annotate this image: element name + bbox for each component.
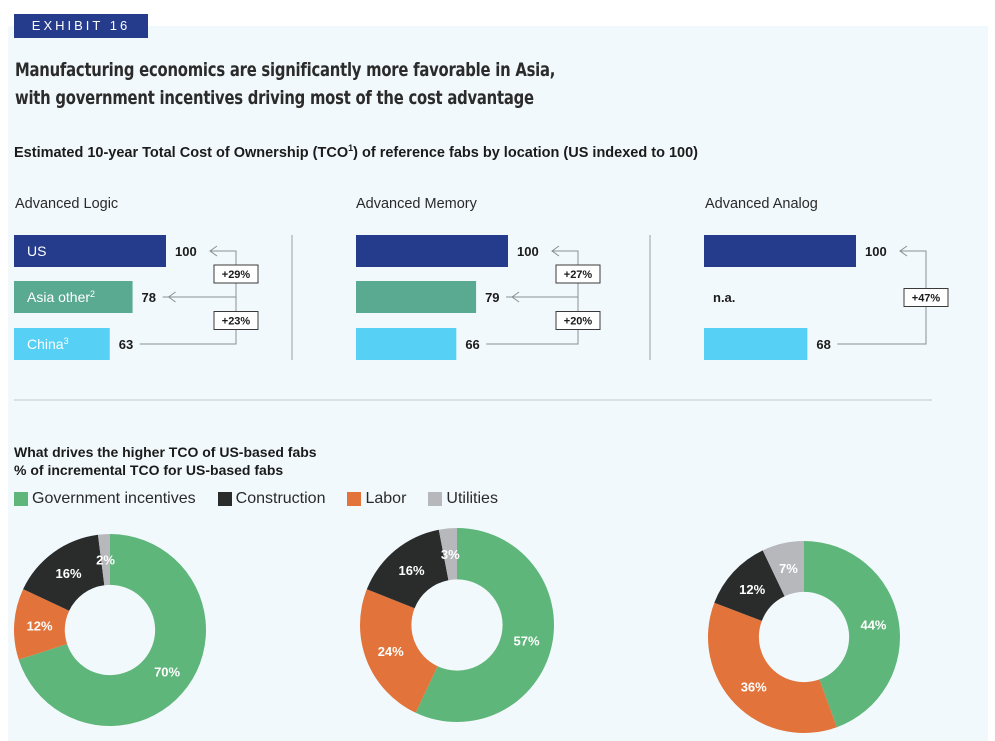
chart-subtitle: Estimated 10-year Total Cost of Ownershi… xyxy=(14,143,698,161)
tco-bar-charts: US 100 Asia other2 78 China3 63 +29% +23% 100 79 6… xyxy=(14,235,949,401)
diff-label-logic-1: +29% xyxy=(222,269,251,281)
legend-swatch-government xyxy=(14,492,28,506)
group-title-memory: Advanced Memory xyxy=(356,196,477,212)
diff-box-logic-1 xyxy=(213,264,259,284)
diff-label-memory-1: +27% xyxy=(564,269,593,281)
value-label-logic-us: 100 xyxy=(175,244,197,259)
bracket-arrow-logic-1 xyxy=(209,245,218,257)
bracket-arrow-memory-1 xyxy=(551,245,560,257)
bracket-arrow-analog-1 xyxy=(899,245,908,257)
legend-item-construction: Construction xyxy=(217,490,326,508)
bar-label-china: China3 xyxy=(27,336,69,352)
diff-box-memory-1 xyxy=(555,264,601,284)
bar-memory-china xyxy=(356,328,457,360)
diff-label-logic-2: +23% xyxy=(222,316,251,328)
diff-label-analog-1: +47% xyxy=(912,293,941,305)
value-label-analog-asia-other: n.a. xyxy=(713,290,735,305)
legend-item-labor: Labor xyxy=(347,490,406,508)
bar-memory-asia-other xyxy=(356,281,477,313)
bar-memory-us xyxy=(356,235,508,267)
subtitle-text: Estimated 10-year Total Cost of Ownershi… xyxy=(14,144,349,161)
subtitle-footnote: 1 xyxy=(348,143,354,153)
bar-label-footnote-china: 3 xyxy=(64,336,69,346)
value-label-memory-asia-other: 79 xyxy=(485,290,499,305)
diff-box-logic-2 xyxy=(213,311,259,330)
value-label-memory-us: 100 xyxy=(517,244,539,259)
donut-legend: Government incentives Construction Labor… xyxy=(14,490,498,508)
legend-label-labor: Labor xyxy=(365,490,407,507)
bracket-arrow-memory-2 xyxy=(511,291,520,303)
value-label-analog-us: 100 xyxy=(865,244,887,259)
headline-line-2: with government incentives driving most … xyxy=(15,87,534,109)
legend-item-government: Government incentives xyxy=(14,490,196,508)
legend-swatch-utilities xyxy=(428,492,443,506)
legend-label-construction: Construction xyxy=(235,490,326,507)
bar-label-footnote-asia-other: 2 xyxy=(90,289,95,299)
bar-logic-asia-other xyxy=(14,281,133,313)
value-label-logic-asia-other: 78 xyxy=(142,290,156,305)
group-title-analog: Advanced Analog xyxy=(705,196,818,212)
headline-line-1: Manufacturing economics are significantl… xyxy=(15,59,556,81)
legend-swatch-construction xyxy=(217,492,232,506)
diff-label-memory-2: +20% xyxy=(564,316,593,328)
bar-analog-us xyxy=(704,235,856,267)
bar-logic-china xyxy=(14,328,110,360)
bar-label-us: US xyxy=(27,243,46,259)
diff-box-memory-2 xyxy=(555,311,601,330)
subtitle-suffix: ) of reference fabs by location (US inde… xyxy=(353,144,698,161)
group-title-logic: Advanced Logic xyxy=(15,196,119,212)
section2-subheading: % of incremental TCO for US-based fabs xyxy=(14,462,284,478)
bar-logic-us xyxy=(14,235,166,267)
legend-label-government: Government incentives xyxy=(32,490,196,507)
diff-box-analog-1 xyxy=(903,288,949,307)
value-label-memory-china: 66 xyxy=(465,337,479,352)
section2-heading: What drives the higher TCO of US-based f… xyxy=(14,444,317,460)
headline: Manufacturing economics are significantl… xyxy=(15,56,561,112)
bracket-arrow-logic-2 xyxy=(167,291,176,303)
bar-label-asia-other: Asia other2 xyxy=(27,289,95,305)
section2-title: What drives the higher TCO of US-based f… xyxy=(14,443,317,479)
legend-label-utilities: Utilities xyxy=(446,490,498,507)
exhibit-label: EXHIBIT 16 xyxy=(14,14,148,38)
value-label-logic-china: 63 xyxy=(119,337,133,352)
value-label-analog-china: 68 xyxy=(816,337,830,352)
legend-swatch-labor xyxy=(347,492,362,506)
bar-analog-china xyxy=(704,328,808,360)
legend-item-utilities: Utilities xyxy=(428,490,498,508)
